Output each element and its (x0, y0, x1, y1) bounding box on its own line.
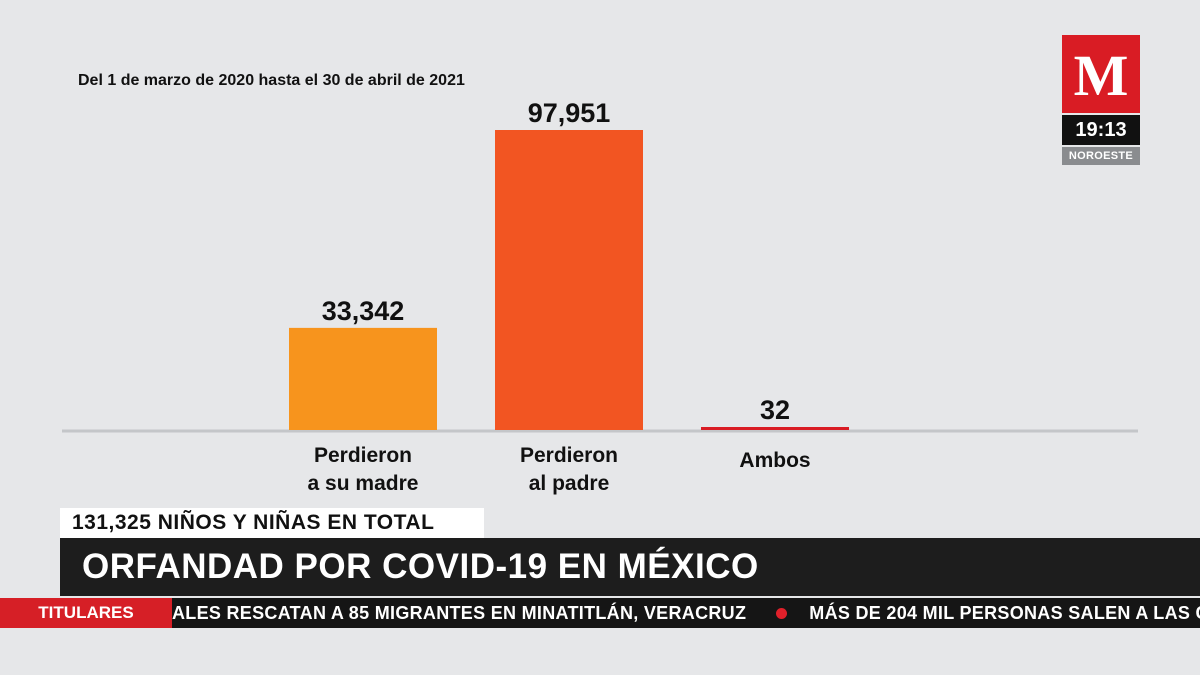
bar-value-label: 33,342 (322, 296, 405, 326)
news-ticker: TITULARES ALES RESCATAN A 85 MIGRANTES E… (0, 598, 1200, 628)
total-children-label: 131,325 NIÑOS Y NIÑAS EN TOTAL (60, 508, 484, 538)
ticker-item: ALES RESCATAN A 85 MIGRANTES EN MINATITL… (172, 603, 747, 623)
clock-time: 19:13 (1062, 115, 1140, 145)
category-label: a su madre (308, 472, 419, 495)
region-label: NOROESTE (1062, 147, 1140, 165)
bar (289, 327, 437, 430)
headline-bar: ORFANDAD POR COVID-19 EN MÉXICO (60, 538, 1200, 596)
category-label: al padre (529, 472, 610, 495)
milenio-m-icon: M (1073, 43, 1129, 108)
milenio-logo-box: M (1062, 35, 1140, 113)
ticker-item: MÁS DE 204 MIL PERSONAS SALEN A LAS CALL… (809, 603, 1200, 623)
bar-value-label: 32 (760, 395, 790, 425)
ticker-label: TITULARES (0, 598, 172, 628)
category-label: Ambos (739, 449, 810, 472)
ticker-separator-dot-icon (776, 607, 788, 619)
channel-logo: M 19:13 NOROESTE (1062, 35, 1140, 167)
bar (495, 130, 643, 430)
bar-value-label: 97,951 (528, 98, 611, 128)
labels-layer: 33,342 Perdieron a su madre 97,951 Perdieron… (308, 98, 811, 495)
category-label: Perdieron (314, 444, 412, 467)
chart-subtitle: Del 1 de marzo de 2020 hasta el 30 de ab… (78, 72, 465, 89)
bar (701, 427, 849, 430)
category-label: Perdieron (520, 444, 618, 467)
bars-layer (289, 130, 849, 430)
ticker-track: ALES RESCATAN A 85 MIGRANTES EN MINATITL… (172, 598, 1200, 628)
